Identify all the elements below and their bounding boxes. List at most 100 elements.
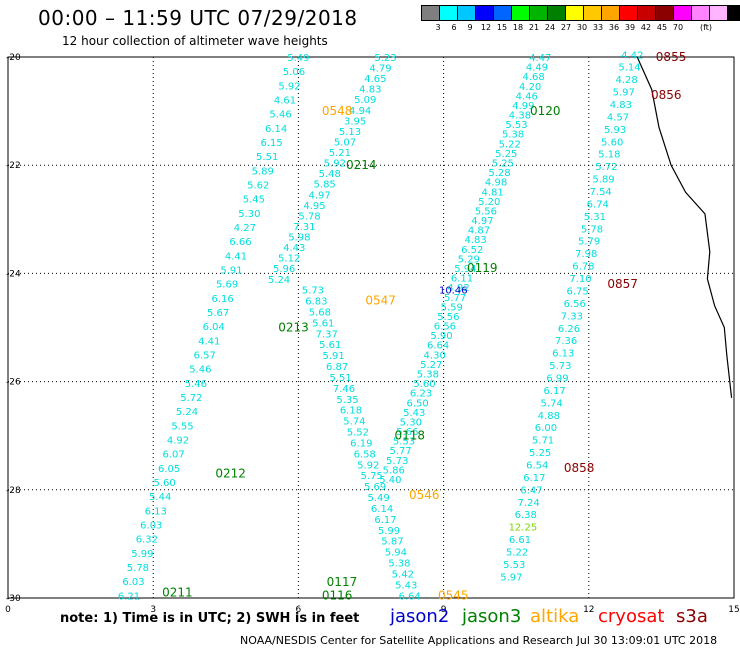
swh-value: 5.99 — [378, 526, 400, 537]
swh-value: 5.60 — [413, 379, 435, 390]
swh-value: 7.33 — [561, 311, 583, 322]
colorbar-tick-label: 3 — [435, 23, 441, 32]
swh-value: 6.74 — [587, 199, 609, 210]
legend-jason3: jason3 — [462, 606, 522, 627]
swh-value: 7.10 — [569, 274, 591, 285]
swh-value: 5.96 — [273, 264, 295, 275]
swh-value: 4.47 — [529, 53, 551, 64]
swh-value: 7.31 — [293, 222, 315, 233]
swh-value: 5.30 — [400, 417, 422, 428]
swh-value: 6.19 — [350, 438, 372, 449]
swh-value: 5.46 — [185, 379, 207, 390]
swh-value: 3.95 — [344, 116, 366, 127]
swh-value: 6.52 — [461, 245, 483, 256]
colorbar-tick-label: 12 — [480, 23, 492, 32]
swh-value: 6.21 — [118, 591, 140, 602]
swh-value: 5.72 — [595, 162, 617, 173]
swh-value: 5.67 — [207, 308, 229, 319]
swh-value: 6.18 — [340, 406, 362, 417]
swh-value: 4.88 — [538, 411, 560, 422]
swh-value: 6.17 — [374, 515, 396, 526]
swh-value: 5.74 — [343, 417, 365, 428]
swh-value: 4.97 — [471, 216, 493, 227]
swh-value: 5.73 — [302, 286, 324, 297]
pass-time-label: 0118 — [394, 429, 425, 443]
swh-value: 4.79 — [369, 64, 391, 75]
pass-time-label: 0213 — [278, 321, 309, 335]
pass-time-label: 0214 — [346, 158, 377, 172]
swh-value: 5.31 — [584, 212, 606, 223]
swh-value: 4.57 — [607, 112, 629, 123]
swh-value: 5.62 — [247, 180, 269, 191]
swh-value: 5.14 — [618, 63, 640, 74]
legend-s3a: s3a — [676, 606, 708, 627]
swh-value: 7.24 — [518, 498, 540, 509]
y-tick-label: -24 — [6, 269, 21, 279]
x-tick-label: 6 — [296, 605, 302, 615]
swh-value: 4.43 — [283, 243, 305, 254]
colorbar-tick-label: 21 — [528, 23, 540, 32]
swh-value: 4.94 — [349, 106, 371, 117]
y-tick-label: -22 — [6, 161, 21, 171]
swh-value: 5.42 — [392, 569, 414, 580]
swh-value: 7.98 — [575, 249, 597, 260]
swh-value: 5.06 — [283, 67, 305, 78]
x-tick-label: 15 — [728, 605, 739, 615]
swh-value: 6.13 — [552, 349, 574, 360]
swh-value: 5.38 — [388, 559, 410, 570]
swh-value: 4.20 — [519, 82, 541, 93]
swh-value: 5.30 — [238, 209, 260, 220]
colorbar-tick-label: 39 — [624, 23, 636, 32]
swh-value: 7.54 — [590, 187, 612, 198]
swh-value: 6.17 — [523, 473, 545, 484]
colorbar-tick-label: 70 — [672, 23, 684, 32]
swh-value: 5.22 — [506, 547, 528, 558]
swh-value: 5.24 — [268, 275, 290, 286]
swh-value: 5.51 — [329, 373, 351, 384]
swh-value: 5.53 — [503, 560, 525, 571]
swh-value: 5.60 — [154, 478, 176, 489]
swh-value: 5.35 — [336, 395, 358, 406]
pass-time-label: 0211 — [162, 586, 193, 600]
swh-value: 6.83 — [305, 297, 327, 308]
swh-value: 7.46 — [333, 384, 355, 395]
y-tick-label: -26 — [6, 378, 21, 388]
swh-value: 4.65 — [364, 74, 386, 85]
swh-value: 5.92 — [278, 81, 300, 92]
swh-value: 5.72 — [180, 393, 202, 404]
swh-value: 5.75 — [361, 471, 383, 482]
swh-value: 5.46 — [269, 110, 291, 121]
swh-value: 5.78 — [298, 211, 320, 222]
swh-value: 6.50 — [407, 398, 429, 409]
swh-value: 6.61 — [509, 535, 531, 546]
swh-value: 5.29 — [458, 254, 480, 265]
swh-value: 6.87 — [326, 362, 348, 373]
x-tick-label: 12 — [583, 605, 594, 615]
swh-value: 5.21 — [329, 148, 351, 159]
swh-value: 5.77 — [389, 446, 411, 457]
swh-value: 5.56 — [437, 312, 459, 323]
swh-value: 5.98 — [288, 233, 310, 244]
swh-value: 5.28 — [488, 168, 510, 179]
swh-value: 6.07 — [162, 450, 184, 461]
colorbar-tick-label: 18 — [512, 23, 524, 32]
swh-value: 5.74 — [541, 398, 563, 409]
y-tick-label: -28 — [6, 486, 21, 496]
swh-value: 6.13 — [145, 506, 167, 517]
swh-value: 5.07 — [334, 137, 356, 148]
swh-value: 6.23 — [410, 389, 432, 400]
swh-value: 6.14 — [265, 124, 287, 135]
pass-time-label: 0117 — [327, 575, 358, 589]
coastline — [636, 56, 733, 398]
swh-value: 5.46 — [189, 365, 211, 376]
swh-value: 5.20 — [478, 197, 500, 208]
swh-value: 4.99 — [512, 101, 534, 112]
swh-value: 5.48 — [319, 169, 341, 180]
swh-value: 5.71 — [532, 436, 554, 447]
swh-value: 5.61 — [312, 318, 334, 329]
swh-value: 5.87 — [381, 537, 403, 548]
swh-value: 5.86 — [383, 465, 405, 476]
swh-value: 6.17 — [543, 386, 565, 397]
pass-time-label: 0858 — [564, 461, 595, 475]
swh-value: 5.43 — [403, 408, 425, 419]
